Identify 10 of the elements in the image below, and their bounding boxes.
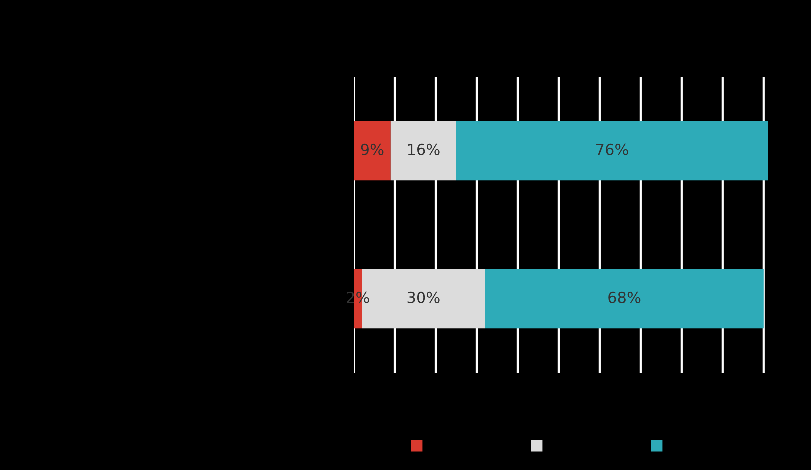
data-label: 68% [608,292,641,304]
bar [390,121,456,181]
data-label: 76% [596,144,628,156]
data-label: 2% [347,292,370,304]
data-label: 30% [408,292,440,304]
bar [354,121,391,181]
data-label: 9% [361,144,384,156]
bar [456,121,768,181]
data-label: 16% [408,144,440,156]
bar [485,269,764,329]
